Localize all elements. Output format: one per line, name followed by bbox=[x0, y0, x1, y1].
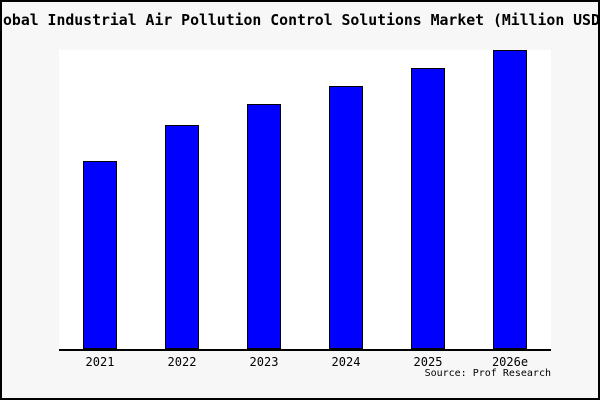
bar-2023 bbox=[247, 104, 281, 349]
bar-slot bbox=[141, 125, 223, 349]
x-tick-label-2024: 2024 bbox=[331, 355, 361, 369]
plot-area bbox=[59, 50, 551, 351]
x-tick-label-2021: 2021 bbox=[85, 355, 115, 369]
x-tick-label-2025: 2025 bbox=[413, 355, 443, 369]
chart-title: obal Industrial Air Pollution Control So… bbox=[3, 12, 600, 29]
bar-slot bbox=[223, 104, 305, 349]
x-axis-labels: 2021 2022 2023 2024 2025 2026e bbox=[59, 355, 551, 369]
bar-2022 bbox=[165, 125, 199, 349]
bar-slot bbox=[387, 68, 469, 349]
bar-2025 bbox=[411, 68, 445, 349]
source-caption: Source: Prof Research bbox=[424, 368, 551, 379]
x-tick-label-2023: 2023 bbox=[249, 355, 279, 369]
x-tick-label-2026e: 2026e bbox=[491, 355, 529, 369]
bar-2026e bbox=[493, 50, 527, 349]
bar-slot bbox=[59, 161, 141, 349]
bar-slot bbox=[305, 86, 387, 349]
bar-2021 bbox=[83, 161, 117, 349]
bar-2024 bbox=[329, 86, 363, 349]
bars-container bbox=[59, 50, 551, 349]
x-tick-label-2022: 2022 bbox=[167, 355, 197, 369]
bar-slot bbox=[469, 50, 551, 349]
